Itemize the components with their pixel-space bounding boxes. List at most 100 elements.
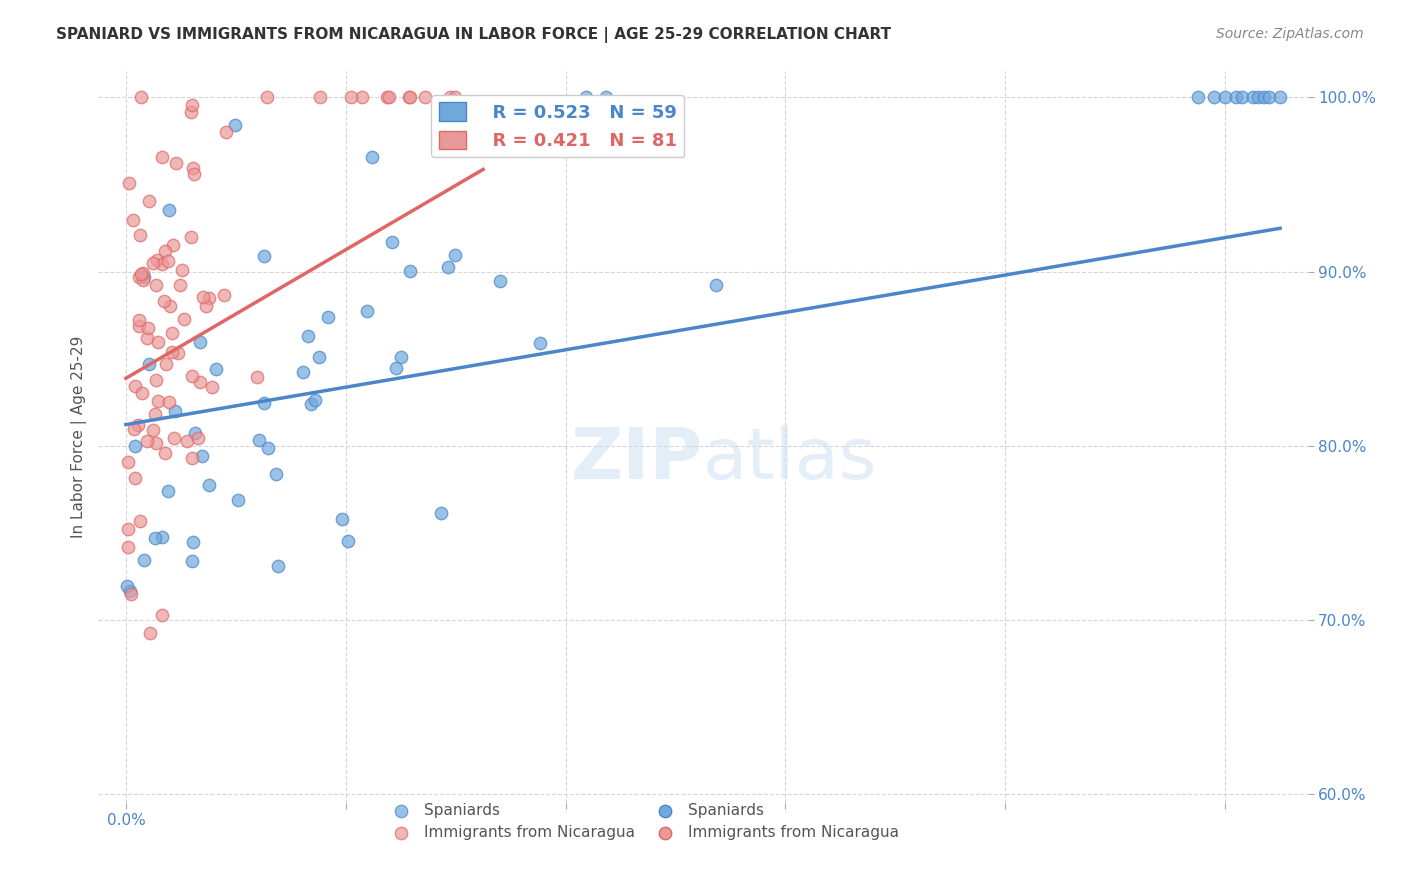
Spaniards [361, 150, 384, 164]
Spaniards [444, 248, 467, 262]
Immigrants from Nicaragua [181, 161, 204, 176]
Immigrants from Nicaragua [163, 431, 186, 445]
Immigrants from Nicaragua [145, 278, 167, 293]
Spaniards [1230, 90, 1253, 104]
Spaniards [256, 442, 278, 456]
Spaniards [308, 351, 330, 365]
Spaniards [337, 534, 360, 549]
Spaniards [138, 357, 160, 371]
Immigrants from Nicaragua [153, 293, 176, 308]
Immigrants from Nicaragua [350, 90, 373, 104]
Immigrants from Nicaragua [153, 446, 176, 460]
Spaniards [188, 335, 211, 350]
Immigrants from Nicaragua [180, 230, 202, 244]
Spaniards [1258, 90, 1281, 104]
Spaniards [385, 361, 408, 376]
Immigrants from Nicaragua [135, 434, 157, 449]
Immigrants from Nicaragua [165, 155, 187, 169]
Immigrants from Nicaragua [122, 212, 145, 227]
Spaniards [595, 90, 617, 104]
Spaniards [1268, 90, 1291, 104]
Immigrants from Nicaragua [160, 345, 183, 359]
Immigrants from Nicaragua [183, 168, 205, 182]
Spaniards [163, 403, 186, 417]
Spaniards [489, 274, 512, 288]
Spaniards [316, 310, 339, 325]
Immigrants from Nicaragua [124, 471, 146, 485]
Immigrants from Nicaragua [157, 254, 180, 268]
Spaniards [356, 304, 378, 318]
Spaniards [118, 584, 141, 599]
Immigrants from Nicaragua [162, 238, 184, 252]
Immigrants from Nicaragua [378, 90, 401, 104]
Immigrants from Nicaragua [138, 194, 160, 209]
Immigrants from Nicaragua [143, 408, 166, 422]
Spaniards [1204, 90, 1226, 104]
Text: ZIP: ZIP [571, 425, 703, 493]
Immigrants from Nicaragua [150, 150, 173, 164]
Immigrants from Nicaragua [198, 292, 221, 306]
Immigrants from Nicaragua [127, 417, 149, 432]
Spaniards [190, 449, 212, 463]
Immigrants from Nicaragua [122, 421, 145, 435]
Immigrants from Nicaragua [444, 90, 467, 104]
Immigrants from Nicaragua [129, 90, 152, 104]
Immigrants from Nicaragua [135, 331, 157, 345]
Spaniards [575, 90, 598, 104]
Immigrants from Nicaragua [159, 299, 181, 313]
Immigrants from Nicaragua [120, 587, 142, 601]
Immigrants from Nicaragua [195, 299, 218, 313]
Spaniards [454, 135, 477, 149]
Immigrants from Nicaragua [145, 373, 167, 387]
Immigrants from Nicaragua [256, 90, 278, 104]
Spaniards [529, 335, 551, 350]
Text: SPANIARD VS IMMIGRANTS FROM NICARAGUA IN LABOR FORCE | AGE 25-29 CORRELATION CHA: SPANIARD VS IMMIGRANTS FROM NICARAGUA IN… [56, 27, 891, 43]
Spaniards [267, 558, 290, 573]
Immigrants from Nicaragua [146, 394, 169, 409]
Immigrants from Nicaragua [142, 256, 165, 270]
Spaniards [297, 328, 319, 343]
Immigrants from Nicaragua [187, 431, 209, 445]
Immigrants from Nicaragua [128, 313, 150, 327]
Immigrants from Nicaragua [188, 375, 211, 389]
Spaniards [398, 264, 420, 278]
Immigrants from Nicaragua [169, 278, 191, 293]
Immigrants from Nicaragua [142, 423, 165, 437]
Immigrants from Nicaragua [155, 244, 177, 259]
Immigrants from Nicaragua [136, 320, 159, 334]
Spaniards [1253, 90, 1275, 104]
Spaniards [150, 530, 173, 544]
Immigrants from Nicaragua [150, 256, 173, 270]
Spaniards [132, 553, 155, 567]
Spaniards [115, 579, 138, 593]
Immigrants from Nicaragua [128, 318, 150, 333]
Spaniards [253, 396, 276, 410]
Spaniards [381, 235, 404, 250]
Spaniards [181, 554, 204, 568]
Spaniards [1213, 90, 1236, 104]
Spaniards [183, 535, 205, 549]
Immigrants from Nicaragua [191, 290, 214, 304]
Immigrants from Nicaragua [117, 540, 139, 554]
Spaniards [1187, 90, 1209, 104]
Immigrants from Nicaragua [173, 311, 195, 326]
Y-axis label: In Labor Force | Age 25-29: In Labor Force | Age 25-29 [72, 336, 87, 538]
Immigrants from Nicaragua [118, 176, 141, 190]
Text: atlas: atlas [703, 425, 877, 493]
Immigrants from Nicaragua [181, 98, 204, 112]
Spaniards [437, 260, 460, 275]
Immigrants from Nicaragua [180, 105, 202, 120]
Immigrants from Nicaragua [340, 90, 363, 104]
Immigrants from Nicaragua [176, 434, 198, 448]
Spaniards [330, 512, 353, 526]
Immigrants from Nicaragua [128, 514, 150, 528]
Immigrants from Nicaragua [124, 379, 146, 393]
Immigrants from Nicaragua [157, 395, 180, 409]
Immigrants from Nicaragua [128, 269, 150, 284]
Spaniards [204, 362, 226, 376]
Spaniards [389, 351, 412, 365]
Spaniards [1247, 90, 1270, 104]
Spaniards [704, 278, 727, 293]
Immigrants from Nicaragua [150, 608, 173, 623]
Immigrants from Nicaragua [131, 386, 153, 401]
